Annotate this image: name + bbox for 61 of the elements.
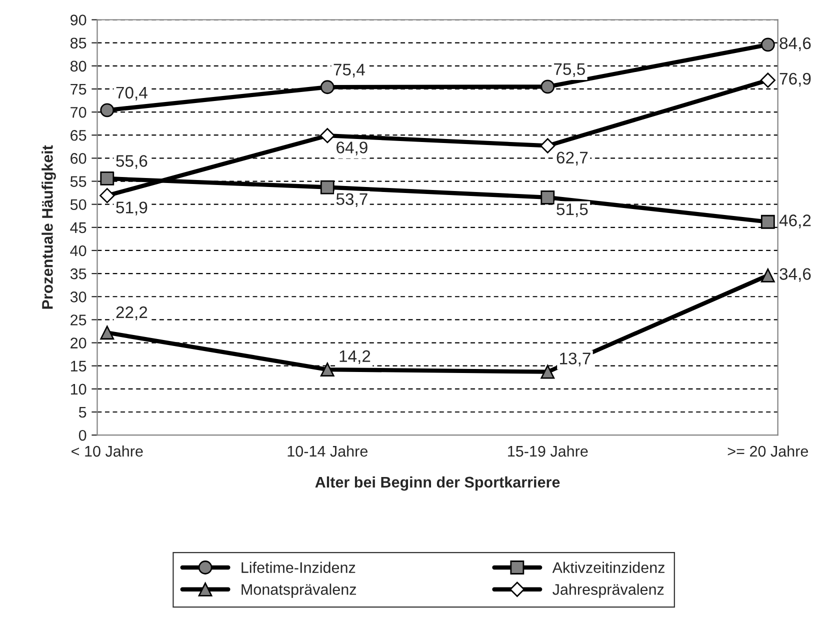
y-tick-label: 35: [70, 268, 86, 280]
y-tick-label: 50: [70, 199, 86, 210]
point: [100, 103, 114, 118]
data-label: 13,7: [560, 352, 590, 366]
x-axis-title: Alter bei Beginn der Sportkarriere: [315, 476, 560, 491]
data-label: 75,5: [554, 63, 585, 77]
x-tick-label: 15-19 Jahre: [508, 445, 588, 457]
legend-label: Aktivzeitinzidenz: [552, 562, 664, 573]
point: [320, 362, 334, 376]
data-label: 53,7: [336, 193, 368, 208]
y-tick-label: 25: [70, 314, 86, 326]
y-tick-label: 80: [70, 60, 86, 72]
point: [100, 326, 114, 340]
point: [540, 364, 555, 379]
point: [760, 214, 775, 229]
y-tick-label: 10: [70, 384, 86, 395]
y-tick-label: 30: [70, 291, 86, 302]
data-label: 34,6: [780, 268, 811, 282]
data-label: 62,7: [556, 152, 588, 166]
point: [320, 180, 334, 194]
legend-label: Jahresprävalenz: [552, 584, 664, 598]
y-tick-label: 70: [70, 106, 86, 118]
data-label: 55,6: [116, 155, 148, 169]
point: [100, 172, 114, 186]
point: [320, 80, 334, 94]
data-label: 64,9: [336, 142, 368, 156]
y-tick-label: 20: [70, 338, 86, 348]
data-label: 14,2: [340, 350, 370, 364]
x-tick-label: < 10 Jahre: [72, 445, 143, 457]
point: [760, 38, 775, 52]
data-label: 84,6: [780, 37, 811, 52]
point: [540, 138, 556, 154]
y-tick-label: 60: [70, 153, 86, 164]
legend-label: Monatsprävalenz: [242, 584, 356, 598]
point: [760, 72, 776, 88]
y-tick-label: 90: [70, 14, 86, 26]
point: [540, 190, 555, 204]
x-tick-label: >= 20 Jahre: [728, 445, 808, 457]
y-tick-label: 65: [70, 130, 86, 141]
y-tick-label: 75: [70, 84, 86, 95]
y-tick-label: 55: [70, 176, 86, 187]
point: [100, 188, 115, 204]
y-axis-title: Prozentuale Häufigkeit: [42, 145, 56, 309]
y-tick-label: 15: [70, 360, 86, 372]
y-tick-label: 0: [78, 430, 86, 441]
y-tick-label: 40: [70, 245, 86, 256]
y-tick-label: 45: [70, 222, 86, 234]
point: [320, 128, 335, 144]
data-label: 76,9: [780, 72, 811, 87]
data-label: 70,4: [116, 86, 148, 101]
data-label: 46,2: [779, 214, 811, 228]
point: [760, 268, 775, 282]
y-tick-label: 85: [70, 38, 86, 49]
x-tick-label: 10-14 Jahre: [288, 445, 368, 457]
point: [540, 80, 555, 94]
data-label: 51,5: [556, 204, 588, 218]
legend-label: Lifetime-Inzidenz: [242, 562, 356, 573]
y-tick-label: 5: [78, 407, 86, 418]
data-label: 22,2: [116, 306, 148, 320]
data-label: 51,9: [116, 202, 148, 216]
data-label: 75,4: [334, 64, 365, 78]
